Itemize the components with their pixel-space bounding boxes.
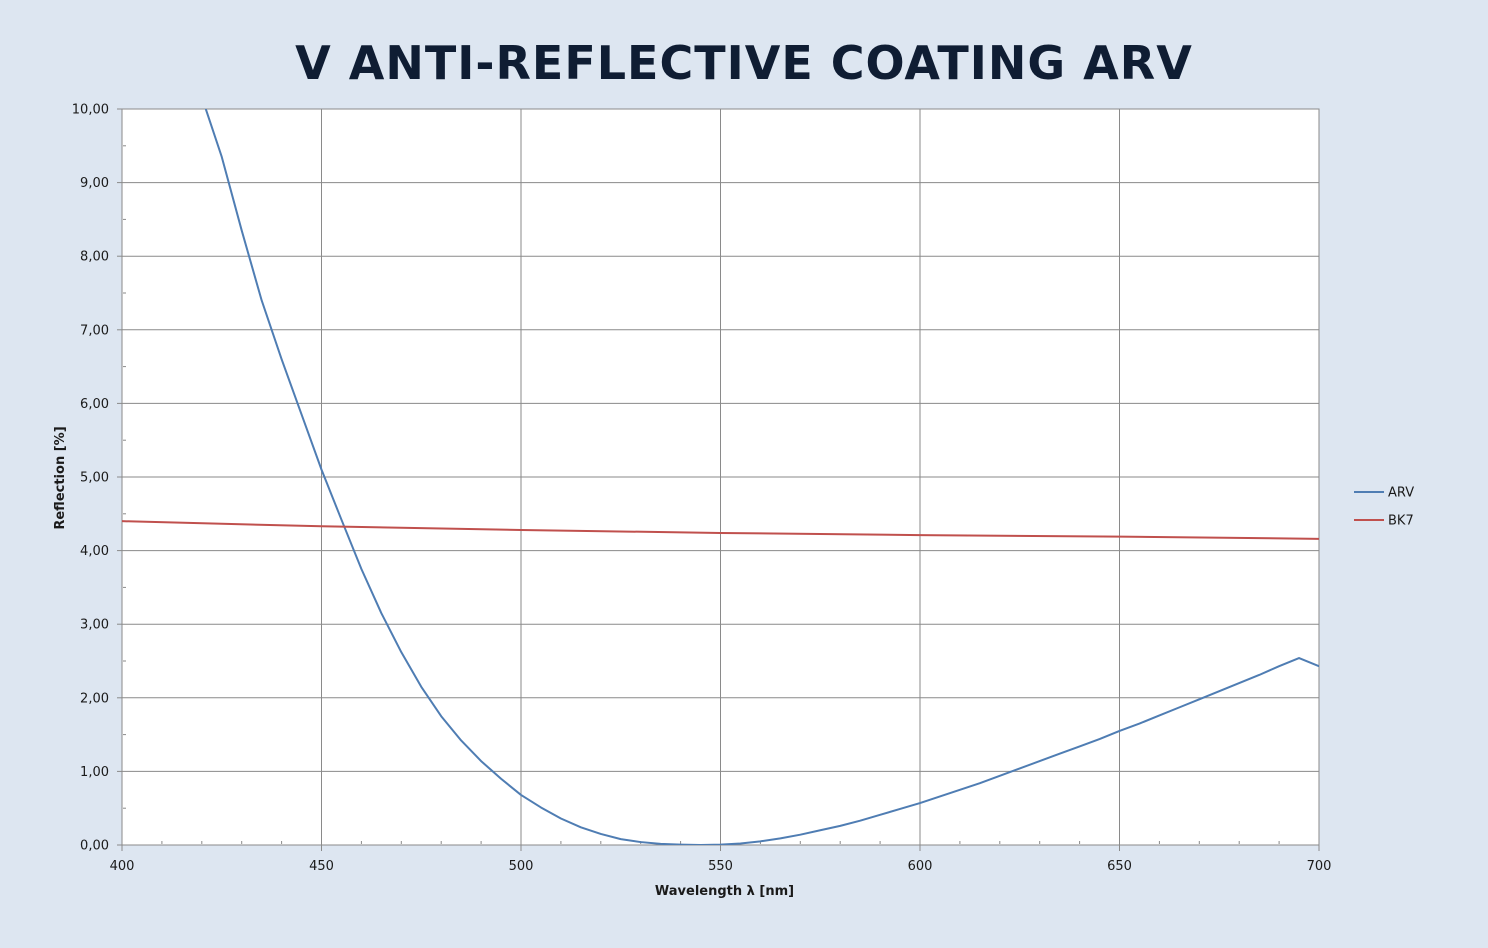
- chart-title: V ANTI-REFLECTIVE COATING ARV: [295, 36, 1193, 90]
- legend: ARV BK7: [1354, 486, 1414, 529]
- x-axis-title: Wavelength λ [nm]: [655, 884, 794, 899]
- y-tick-label: 8,00: [80, 250, 109, 265]
- series-line-bk7: [122, 520, 1319, 540]
- grid-layer: [121, 108, 1320, 846]
- x-tick-label: 600: [908, 859, 933, 874]
- x-tick-label: 500: [509, 859, 534, 874]
- y-tick-label: 0,00: [80, 839, 109, 854]
- y-axis-title: Reflection [%]: [53, 426, 68, 529]
- y-tick-label: 1,00: [80, 765, 109, 780]
- y-tick-label: 2,00: [80, 691, 109, 706]
- series-layer: [122, 109, 1319, 845]
- legend-label-bk7: BK7: [1388, 514, 1414, 529]
- y-tick-label: 10,00: [72, 103, 109, 118]
- legend-label-arv: ARV: [1388, 486, 1414, 501]
- axis-layer: 0,00 1,00 2,00 3,00 4,00 5,00 6,00 7,00 8,00 9,00…: [72, 103, 1332, 875]
- y-tick-label: 7,00: [80, 323, 109, 338]
- x-tick-label: 550: [708, 859, 733, 874]
- y-tick-label: 9,00: [80, 176, 109, 191]
- y-tick-label: 6,00: [80, 397, 109, 412]
- y-tick-label: 5,00: [80, 471, 109, 486]
- x-tick-label: 400: [110, 859, 135, 874]
- x-tick-label: 650: [1107, 859, 1132, 874]
- y-tick-label: 3,00: [80, 618, 109, 633]
- x-tick-label: 450: [309, 859, 334, 874]
- x-tick-label: 700: [1307, 859, 1332, 874]
- series-line-arv: [204, 109, 1319, 845]
- y-tick-label: 4,00: [80, 544, 109, 559]
